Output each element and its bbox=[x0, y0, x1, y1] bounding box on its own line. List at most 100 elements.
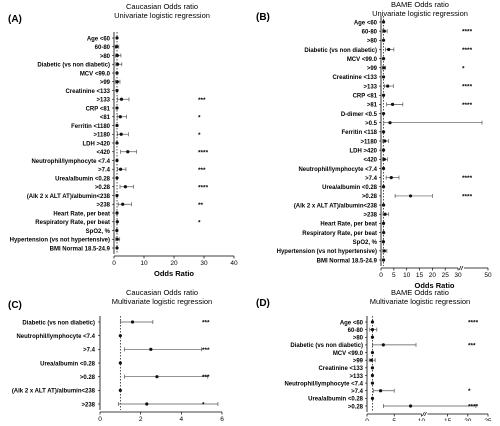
significance-label: ** bbox=[198, 202, 204, 209]
odds-ratio-point bbox=[381, 130, 386, 134]
odds-ratio-point bbox=[126, 150, 130, 154]
significance-label: *** bbox=[202, 347, 210, 354]
x-tick-label: 4 bbox=[180, 416, 184, 421]
odds-ratio-point bbox=[155, 375, 159, 379]
row-label: SpO2, % bbox=[353, 240, 378, 246]
panel-title: Caucasian Odds ratio bbox=[126, 2, 198, 11]
significance-label: **** bbox=[462, 84, 473, 91]
row-label: >1180 bbox=[93, 133, 110, 139]
row-label: (Alk 2 x ALT AT)/albumin<238 bbox=[27, 194, 111, 200]
odds-ratio-point bbox=[115, 123, 119, 128]
row-label: >80 bbox=[367, 39, 378, 45]
odds-ratio-point bbox=[119, 132, 123, 136]
row-label: Diabetic (vs non diabetic) bbox=[22, 320, 95, 326]
x-tick-label: 30 bbox=[200, 260, 208, 267]
row-label: Diabetic (vs non diabetic) bbox=[290, 343, 363, 349]
odds-ratio-point bbox=[382, 230, 386, 235]
odds-ratio-point bbox=[382, 249, 386, 253]
significance-label: *** bbox=[202, 320, 210, 327]
odds-ratio-point bbox=[389, 176, 393, 180]
row-label: >7.4 bbox=[83, 348, 96, 354]
significance-label: *** bbox=[198, 97, 206, 104]
row-label: Hypertension (vs not hypertensive) bbox=[10, 238, 110, 244]
x-tick-label: 20 bbox=[170, 260, 178, 267]
row-label: MCV <99.0 bbox=[80, 71, 111, 77]
odds-ratio-point bbox=[130, 320, 135, 324]
odds-ratio-point bbox=[115, 193, 119, 198]
odds-ratio-point bbox=[121, 202, 125, 206]
row-label: >99 bbox=[100, 80, 111, 86]
odds-ratio-point bbox=[381, 221, 386, 225]
odds-ratio-point bbox=[118, 361, 122, 365]
row-label: Urea/albumin <0.28 bbox=[322, 185, 378, 191]
row-label: 60-80 bbox=[95, 45, 111, 51]
row-label: Ferritin <118 bbox=[341, 130, 377, 136]
panel-subtitle: Multivariate logistic regression bbox=[112, 297, 212, 306]
odds-ratio-point bbox=[370, 328, 375, 332]
row-label: >133 bbox=[96, 98, 110, 104]
row-label: >238 bbox=[96, 203, 110, 209]
odds-ratio-point bbox=[390, 102, 395, 106]
row-label: Neutrophil/lymphocyte <7.4 bbox=[16, 334, 95, 340]
axis-break-mark bbox=[422, 411, 425, 417]
panel-subtitle: Univariate logistic regression bbox=[114, 11, 210, 20]
x-tick-label: 6 bbox=[220, 416, 224, 421]
x-tick-label: 0 bbox=[98, 416, 102, 421]
row-label: >0.28 bbox=[348, 404, 364, 410]
row-label: >7.4 bbox=[365, 176, 378, 182]
row-label: Neutrophil/lymphocyte <7.4 bbox=[298, 167, 377, 173]
odds-ratio-point bbox=[115, 36, 119, 40]
odds-ratio-point bbox=[118, 115, 122, 119]
panel-label: (C) bbox=[8, 300, 22, 311]
odds-ratio-point bbox=[119, 97, 124, 101]
x-axis-title: Odds Ratio bbox=[154, 269, 194, 278]
row-label: (Alk 2 x ALT AT)/albumin<238 bbox=[12, 389, 96, 395]
odds-ratio-point bbox=[115, 176, 119, 180]
row-label: Age <60 bbox=[354, 20, 378, 26]
odds-ratio-point bbox=[149, 347, 153, 351]
x-tick-label: 30 bbox=[454, 272, 462, 279]
odds-ratio-point bbox=[381, 38, 386, 42]
significance-label: *** bbox=[198, 167, 206, 174]
odds-ratio-point bbox=[382, 29, 386, 33]
odds-ratio-point bbox=[115, 246, 119, 250]
odds-ratio-point bbox=[370, 335, 375, 339]
row-label: Neutrophil/lymphocyte <7.4 bbox=[31, 159, 110, 165]
x-axis-title: Odds Ratio bbox=[414, 281, 454, 290]
odds-ratio-point bbox=[145, 402, 149, 406]
row-label: Creatinine <133 bbox=[65, 89, 110, 95]
significance-label: **** bbox=[462, 29, 473, 36]
panel-subtitle: Univariate logistic regression bbox=[372, 9, 468, 18]
odds-ratio-point bbox=[381, 75, 386, 79]
odds-ratio-point bbox=[115, 71, 119, 75]
row-label: D-dimer <0.5 bbox=[341, 112, 378, 118]
odds-ratio-point bbox=[115, 141, 119, 145]
row-label: 60-80 bbox=[348, 328, 364, 334]
panel-title: BAME Odds ratio bbox=[391, 0, 449, 9]
odds-ratio-point bbox=[386, 84, 390, 88]
x-tick-label: 10 bbox=[403, 272, 411, 279]
row-label: BMI Normal 18.5-24.9 bbox=[317, 258, 378, 264]
significance-label: * bbox=[198, 219, 201, 226]
x-tick-label: 25 bbox=[442, 272, 450, 279]
row-label: >81 bbox=[367, 103, 378, 109]
row-label: >7.4 bbox=[351, 389, 364, 395]
odds-ratio-point bbox=[118, 388, 122, 392]
panel-title: BAME Odds ratio bbox=[391, 288, 449, 297]
odds-ratio-point bbox=[381, 258, 386, 262]
x-tick-label: 2 bbox=[139, 416, 143, 421]
x-tick-label: 0 bbox=[112, 260, 116, 267]
row-label: >238 bbox=[363, 213, 377, 219]
odds-ratio-point bbox=[116, 62, 120, 66]
row-label: >0.28 bbox=[362, 194, 378, 200]
row-label: Hypertension (vs not hypertensive) bbox=[277, 249, 377, 255]
x-tick-label: 0 bbox=[379, 272, 383, 279]
axis-break-mark bbox=[458, 265, 462, 271]
odds-ratio-point bbox=[370, 373, 375, 378]
panel-title: Caucasian Odds ratio bbox=[126, 288, 198, 297]
row-label: >1180 bbox=[360, 139, 377, 145]
